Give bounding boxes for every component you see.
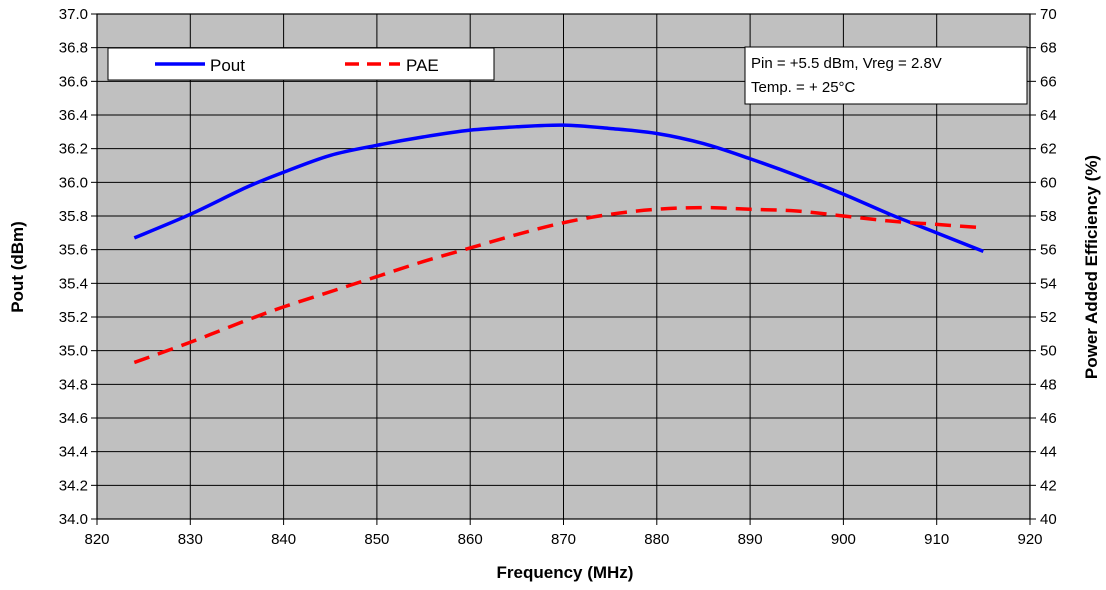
x-tick-label: 910	[924, 531, 949, 548]
series-line-pae	[133, 205, 984, 365]
y-tick-label: 35.0	[59, 343, 88, 360]
y-tick-label: 36.6	[59, 73, 88, 90]
y2-tick-label: 40	[1040, 511, 1057, 528]
y-tick-label: 36.2	[59, 141, 88, 158]
y-tick-label: 34.0	[59, 511, 88, 528]
annotation-line-2: Temp. = + 25°C	[751, 79, 856, 96]
y2-tick-label: 68	[1040, 40, 1057, 57]
y2-tick-label: 46	[1040, 410, 1057, 427]
y2-tick-label: 62	[1040, 141, 1057, 158]
legend-label-pae: PAE	[406, 56, 439, 75]
y-axis-title: Pout (dBm)	[8, 221, 27, 313]
x-tick-label: 830	[178, 531, 203, 548]
y-tick-label: 34.2	[59, 477, 88, 494]
y-tick-label: 35.8	[59, 208, 88, 225]
x-tick-label: 890	[738, 531, 763, 548]
y2-tick-label: 42	[1040, 477, 1057, 494]
x-axis-ticks: 820 830 840 850 860 870 880 890 900 910 920	[84, 519, 1043, 548]
y2-tick-label: 58	[1040, 208, 1057, 225]
y-tick-label: 37.0	[59, 6, 88, 23]
x-tick-label: 870	[551, 531, 576, 548]
y-tick-label: 36.0	[59, 174, 88, 191]
x-tick-label: 840	[271, 531, 296, 548]
legend: Pout PAE	[107, 47, 495, 81]
x-tick-label: 850	[364, 531, 389, 548]
y2-tick-label: 60	[1040, 174, 1057, 191]
y2-tick-label: 64	[1040, 107, 1057, 124]
x-tick-label: 860	[458, 531, 483, 548]
y2-axis-title: Power Added Efficiency (%)	[1082, 155, 1101, 379]
y2-axis-ticks: 40 42 44 46 48 50 52 54 56 58 60 62 64 66 68 70	[1030, 6, 1057, 528]
series-layer	[133, 123, 984, 365]
y-axis-ticks: 34.0 34.2 34.4 34.6 34.8 35.0 35.2 35.4 35.6 35.8…	[59, 6, 97, 528]
y2-tick-label: 54	[1040, 275, 1057, 292]
y-tick-label: 34.4	[59, 444, 88, 461]
y-tick-label: 34.6	[59, 410, 88, 427]
x-tick-label: 920	[1017, 531, 1042, 548]
annotation-box	[744, 46, 1028, 105]
x-tick-label: 880	[644, 531, 669, 548]
y2-tick-label: 56	[1040, 242, 1057, 259]
y-tick-label: 36.8	[59, 40, 88, 57]
y-tick-label: 36.4	[59, 107, 88, 124]
y-tick-label: 35.6	[59, 242, 88, 259]
x-tick-label: 900	[831, 531, 856, 548]
legend-label-pout: Pout	[210, 56, 245, 75]
y2-tick-label: 52	[1040, 309, 1057, 326]
series-line-pout	[133, 123, 984, 253]
y2-tick-label: 44	[1040, 444, 1057, 461]
y-tick-label: 34.8	[59, 376, 88, 393]
x-tick-label: 820	[84, 531, 109, 548]
y2-tick-label: 50	[1040, 343, 1057, 360]
y-tick-label: 35.4	[59, 275, 88, 292]
annotation: Pin = +5.5 dBm, Vreg = 2.8V Temp. = + 25…	[744, 46, 1028, 105]
y2-tick-label: 66	[1040, 73, 1057, 90]
annotation-line-1: Pin = +5.5 dBm, Vreg = 2.8V	[751, 55, 942, 72]
x-axis-title: Frequency (MHz)	[497, 563, 634, 582]
y2-tick-label: 70	[1040, 6, 1057, 23]
y-tick-label: 35.2	[59, 309, 88, 326]
y2-tick-label: 48	[1040, 376, 1057, 393]
